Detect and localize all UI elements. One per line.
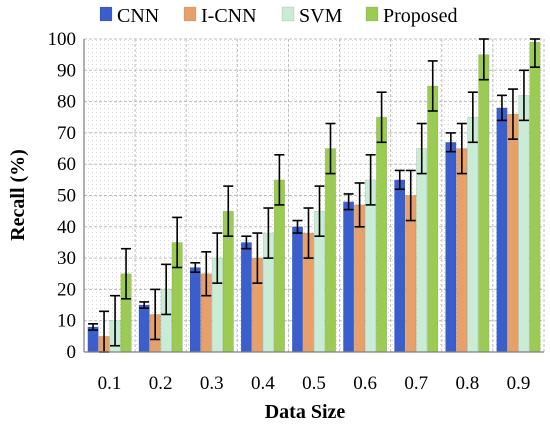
bar-svm xyxy=(416,148,428,353)
y-tick-label: 40 xyxy=(57,217,76,238)
x-tick-label: 0.4 xyxy=(251,373,275,394)
legend: CNN I-CNN SVM Proposed xyxy=(99,5,457,27)
x-tick-label: 0.5 xyxy=(302,373,326,394)
bar-proposed xyxy=(478,54,490,353)
y-tick-label: 70 xyxy=(57,123,76,144)
y-tick-label: 80 xyxy=(57,92,76,113)
legend-label: CNN xyxy=(117,5,159,27)
x-tick-labels: 0.1 0.2 0.3 0.4 0.5 0.6 0.7 0.8 0.9 xyxy=(98,373,531,394)
legend-swatch xyxy=(99,6,113,22)
bar-cnn xyxy=(445,141,457,353)
bar-proposed xyxy=(324,148,337,353)
legend-label: Proposed xyxy=(383,5,457,27)
x-axis-title: Data Size xyxy=(265,401,346,423)
y-tick-labels: 0 10 20 30 40 50 60 70 80 90 100 xyxy=(48,29,77,363)
bar-cnn xyxy=(291,226,304,353)
y-tick-label: 20 xyxy=(57,279,76,300)
x-tick-label: 0.9 xyxy=(507,373,531,394)
y-axis-title: Recall (%) xyxy=(7,149,29,241)
bar-cnn xyxy=(189,267,201,353)
y-tick-label: 50 xyxy=(57,186,76,207)
y-tick-label: 0 xyxy=(67,342,77,363)
x-tick-label: 0.7 xyxy=(404,373,428,394)
legend-label: SVM xyxy=(299,5,343,27)
bar-proposed xyxy=(529,41,541,353)
x-tick-label: 0.1 xyxy=(98,373,122,394)
y-tick-label: 30 xyxy=(57,248,76,269)
bar-i-cnn xyxy=(456,148,468,353)
bar-cnn xyxy=(343,201,355,353)
legend-swatch xyxy=(183,6,197,22)
bar-proposed xyxy=(427,85,439,353)
bar-svm xyxy=(518,95,530,353)
x-tick-label: 0.3 xyxy=(200,373,224,394)
bar-i-cnn xyxy=(507,113,519,353)
legend-swatch xyxy=(365,6,379,22)
y-tick-label: 100 xyxy=(48,29,77,50)
y-tick-label: 60 xyxy=(57,154,76,175)
error-bars-layer xyxy=(88,38,540,353)
y-tick-label: 10 xyxy=(57,311,76,332)
bar-proposed xyxy=(376,116,388,353)
bar-cnn xyxy=(240,242,252,353)
x-tick-label: 0.6 xyxy=(353,373,377,394)
x-tick-label: 0.2 xyxy=(149,373,173,394)
bar-cnn xyxy=(138,304,150,353)
bar-svm xyxy=(467,116,479,353)
axes-layer xyxy=(83,39,544,353)
legend-label: I-CNN xyxy=(201,5,257,27)
x-tick-label: 0.8 xyxy=(455,373,479,394)
bar-cnn xyxy=(394,179,406,353)
legend-swatch xyxy=(281,6,295,22)
bar-cnn xyxy=(496,107,508,353)
y-tick-label: 90 xyxy=(57,60,76,81)
